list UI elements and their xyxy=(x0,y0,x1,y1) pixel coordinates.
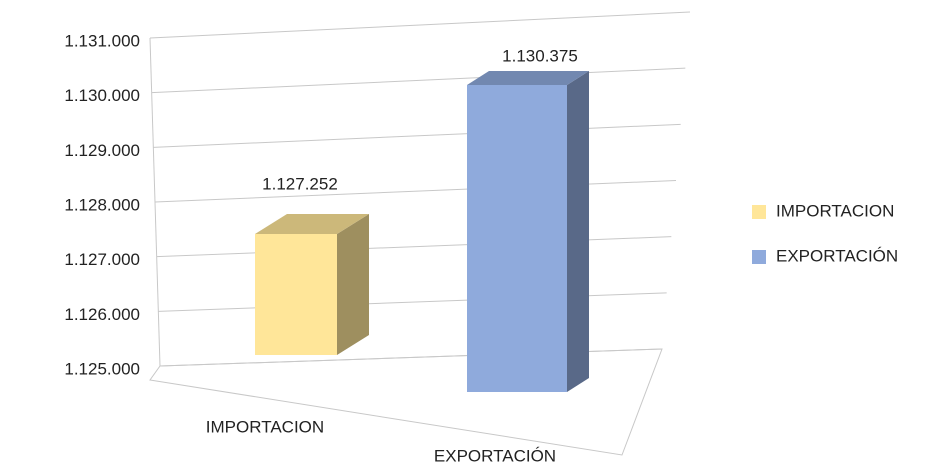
legend-label: EXPORTACIÓN xyxy=(776,246,898,265)
legend-swatch xyxy=(752,205,766,219)
grid-line xyxy=(149,11,691,39)
grid-line xyxy=(156,236,672,258)
y-tick-label: 1.130.000 xyxy=(64,86,140,105)
grid-line xyxy=(158,292,667,312)
data-label: 1.130.375 xyxy=(502,46,578,65)
bar xyxy=(255,234,337,355)
legend-swatch xyxy=(752,250,766,264)
x-tick-label: EXPORTACIÓN xyxy=(434,446,556,465)
x-tick-label: IMPORTACION xyxy=(206,417,324,436)
y-tick-label: 1.126.000 xyxy=(64,305,140,324)
data-label: 1.127.252 xyxy=(262,174,338,193)
grid-line xyxy=(151,67,686,94)
bar-side xyxy=(567,71,589,392)
y-tick-label: 1.125.000 xyxy=(64,359,140,378)
bar-top xyxy=(467,71,589,85)
y-tick-label: 1.128.000 xyxy=(64,195,140,214)
y-tick-label: 1.127.000 xyxy=(64,250,140,269)
y-tick-label: 1.131.000 xyxy=(64,31,140,50)
legend-label: IMPORTACION xyxy=(776,201,894,220)
bar-top xyxy=(255,214,369,234)
bar-side xyxy=(337,214,369,355)
grid-line xyxy=(153,123,681,148)
y-tick-label: 1.129.000 xyxy=(64,141,140,160)
grid-line xyxy=(154,180,677,203)
bar xyxy=(467,85,567,392)
